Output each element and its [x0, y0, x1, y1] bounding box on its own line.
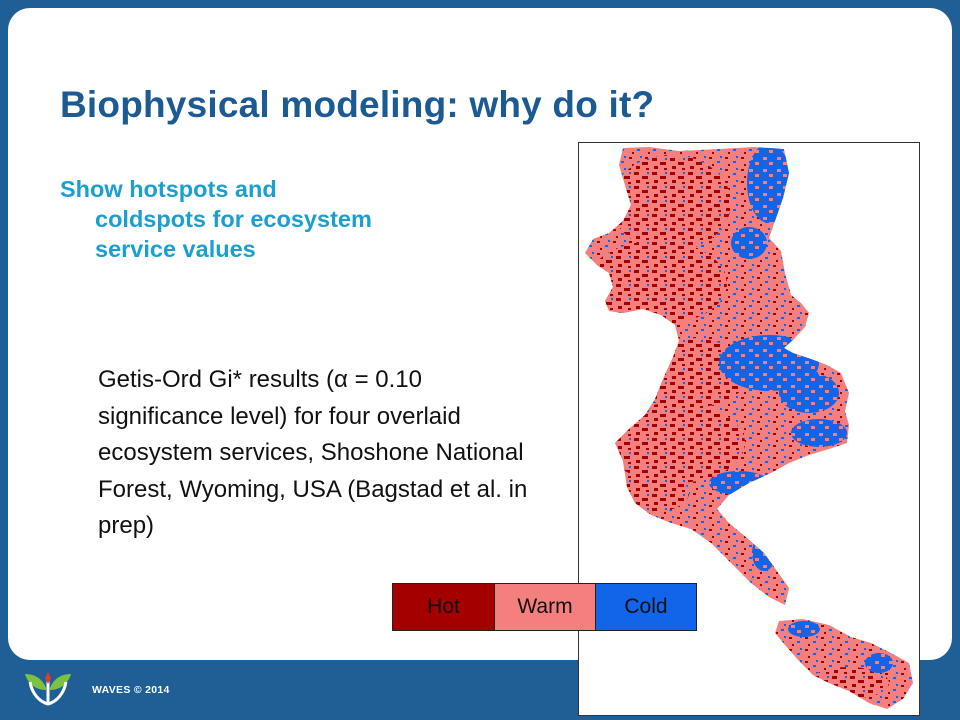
legend-cold-label: Cold [624, 595, 668, 618]
slide-subtitle: Show hotspots and coldspots for ecosyste… [60, 174, 390, 264]
map-legend: Hot Warm Cold [392, 583, 697, 631]
leaf-sprout-icon [25, 672, 71, 706]
legend-hot-label: Hot [427, 595, 460, 618]
hotspot-map-canvas [585, 147, 913, 709]
legend-hot: Hot [393, 584, 494, 630]
hotspot-map [578, 142, 920, 716]
slide-title: Biophysical modeling: why do it? [60, 84, 655, 125]
legend-cold: Cold [595, 584, 696, 630]
legend-warm: Warm [494, 584, 595, 630]
legend-warm-label: Warm [517, 595, 573, 618]
footer-copyright: WAVES © 2014 [92, 684, 170, 696]
subtitle-text: Show hotspots and coldspots for ecosyste… [60, 176, 372, 262]
map-caption: Getis-Ord Gi* results (α = 0.10 signific… [98, 366, 528, 539]
